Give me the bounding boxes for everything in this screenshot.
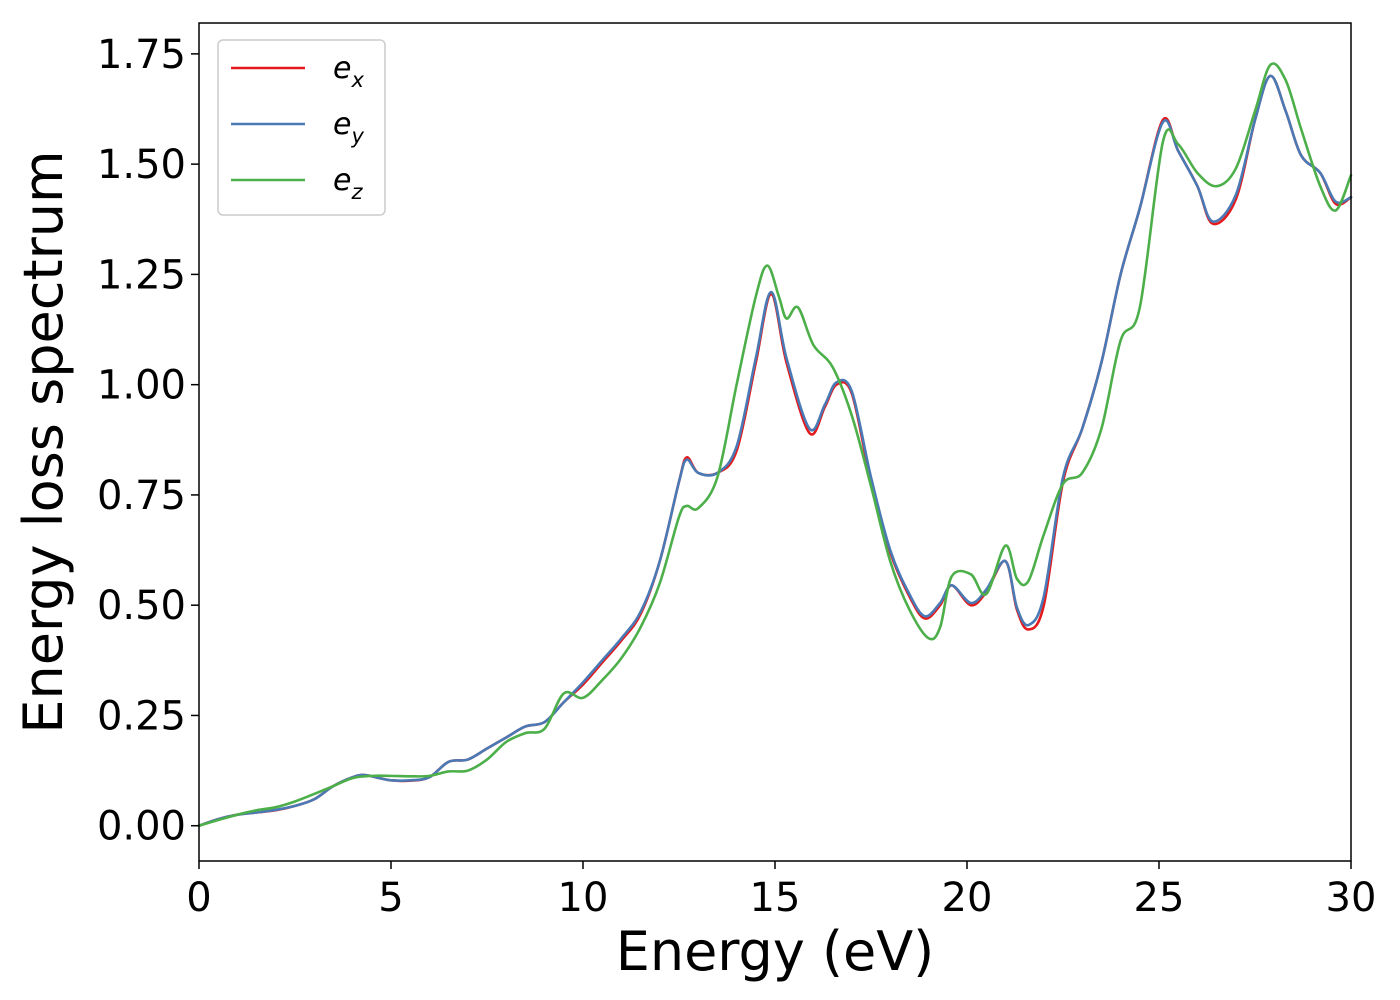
y-tick-label: 0.50: [97, 583, 186, 629]
x-tick-label: 5: [378, 875, 403, 921]
series-line-ez: [197, 62, 1353, 828]
x-axis-ticks: 0 5 10 15 20 25 30: [186, 861, 1376, 921]
x-tick-label: 30: [1326, 875, 1377, 921]
y-tick-label: 0.75: [97, 473, 186, 519]
y-tick-label: 0.25: [97, 693, 186, 739]
y-tick-label: 1.50: [97, 142, 186, 188]
y-axis-ticks: 0.00 0.25 0.50 0.75 1.00 1.25 1.50 1.75: [97, 32, 199, 850]
legend-label-ex: ex: [333, 51, 364, 92]
x-tick-label: 20: [942, 875, 993, 921]
legend-label-ey: ey: [333, 107, 364, 148]
legend: ex ey ez: [217, 39, 386, 216]
series-line-ey: [197, 74, 1353, 828]
x-axis-title: Energy (eV): [616, 920, 935, 983]
y-tick-label: 1.75: [97, 32, 186, 78]
x-tick-label: 0: [186, 875, 211, 921]
x-tick-label: 15: [750, 875, 801, 921]
y-tick-label: 0.00: [97, 804, 186, 850]
y-tick-label: 1.00: [97, 363, 186, 409]
x-tick-label: 10: [558, 875, 609, 921]
y-tick-label: 1.25: [97, 252, 186, 298]
legend-label-ez: ez: [333, 163, 363, 204]
y-axis-title: Energy loss spectrum: [12, 150, 75, 733]
legend-box: [217, 39, 386, 216]
x-tick-label: 25: [1134, 875, 1185, 921]
series-layer: [197, 62, 1353, 828]
